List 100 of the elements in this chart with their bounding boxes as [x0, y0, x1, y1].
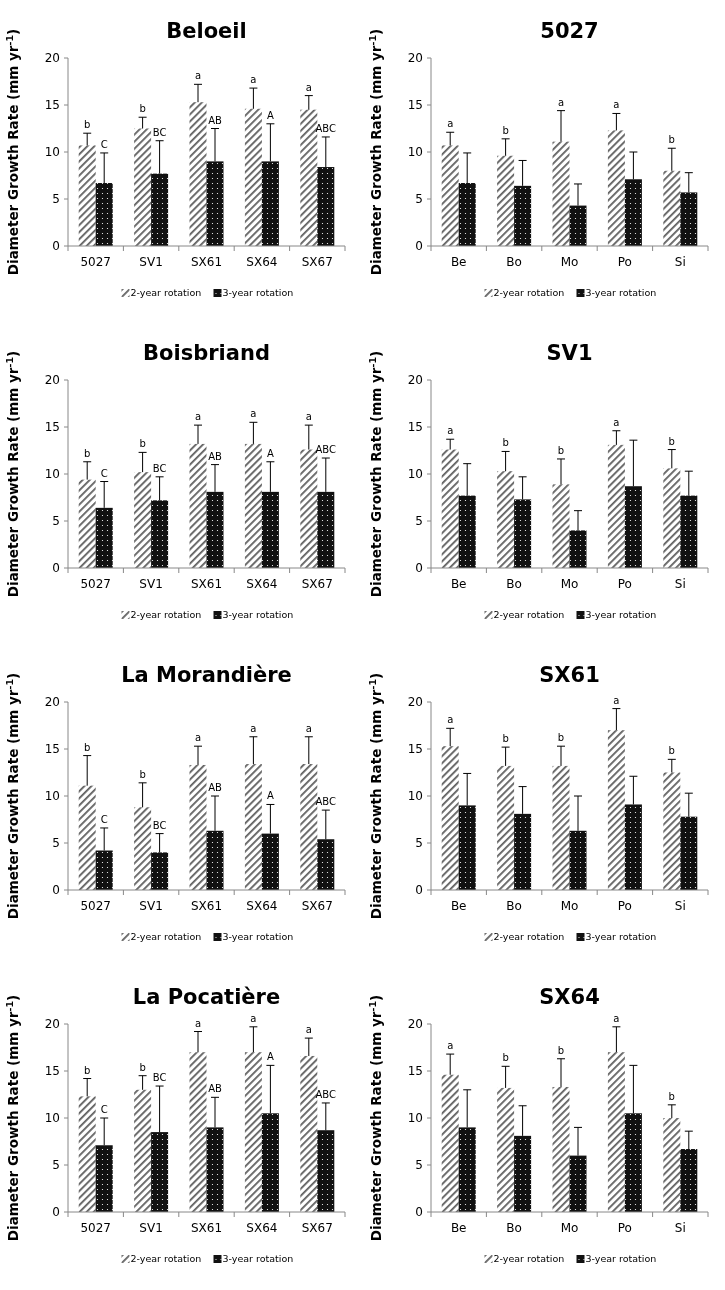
x-tick-label: 5027	[80, 255, 111, 269]
y-tick-label: 20	[407, 51, 423, 66]
x-tick-label: SX67	[301, 255, 333, 269]
x-tick-label: Si	[674, 899, 686, 913]
bar	[624, 1113, 642, 1212]
y-tick-label: 20	[407, 1017, 423, 1032]
annotation: b	[502, 1052, 509, 1064]
legend-label: 3-year rotation	[222, 287, 294, 298]
bar	[189, 443, 207, 568]
annotation: A	[266, 1051, 274, 1063]
bar	[95, 183, 113, 246]
legend-label: 2-year rotation	[130, 287, 202, 298]
y-tick-label: 10	[44, 467, 60, 482]
annotation: a	[305, 81, 312, 93]
annotation: a	[557, 96, 565, 108]
bar	[552, 1086, 570, 1212]
chart-title: Beloeil	[166, 19, 247, 43]
annotation: C	[100, 813, 108, 825]
annotation: BC	[152, 819, 167, 831]
annotation: a	[250, 1012, 257, 1024]
bar	[189, 1052, 207, 1212]
chart-title: 5027	[540, 19, 599, 43]
x-tick-label: Mo	[560, 255, 579, 269]
y-tick-label: 0	[52, 1205, 60, 1220]
bar	[552, 141, 570, 246]
annotation: b	[139, 438, 146, 450]
x-tick-label: SX61	[190, 255, 223, 269]
bar	[663, 468, 681, 568]
bar	[151, 1132, 169, 1212]
y-tick-label: 0	[415, 1205, 423, 1220]
bar	[244, 764, 262, 890]
y-tick-label: 5	[415, 1158, 423, 1173]
bar	[514, 185, 532, 246]
y-tick-label: 0	[52, 239, 60, 254]
bar	[497, 471, 515, 568]
annotation: ABC	[315, 444, 337, 456]
annotation: b	[557, 1044, 565, 1056]
y-tick-label: 20	[407, 695, 423, 710]
y-tick-label: 15	[44, 420, 60, 435]
bar	[189, 764, 207, 890]
annotation: C	[100, 467, 108, 479]
annotation: A	[266, 447, 274, 459]
annotation: b	[668, 1090, 675, 1102]
annotation: b	[502, 437, 509, 449]
legend-label: 2-year rotation	[493, 609, 565, 620]
bar	[244, 443, 262, 568]
x-tick-label: Bo	[506, 899, 522, 913]
bar	[607, 444, 625, 568]
x-tick-label: Mo	[560, 577, 579, 591]
annotation: ABC	[315, 122, 337, 134]
annotation: b	[502, 733, 509, 745]
chart-title: SX61	[539, 663, 600, 687]
legend-label: 2-year rotation	[493, 1253, 565, 1264]
bar	[95, 507, 113, 568]
annotation: b	[84, 119, 91, 131]
annotation: b	[84, 741, 91, 753]
bar	[441, 449, 459, 568]
bar	[624, 804, 642, 890]
bar	[317, 491, 335, 568]
annotation: a	[447, 118, 454, 130]
bar	[607, 730, 625, 890]
y-tick-label: 10	[407, 1111, 423, 1126]
bar	[458, 805, 476, 890]
bar	[569, 205, 587, 246]
bar	[514, 813, 532, 890]
annotation: ABC	[315, 796, 337, 808]
annotation: a	[250, 74, 257, 86]
bar	[607, 1052, 625, 1212]
annotation: a	[305, 722, 312, 734]
bar	[78, 785, 96, 890]
annotation: b	[84, 1064, 91, 1076]
bar	[552, 484, 570, 568]
x-tick-label: SX67	[301, 899, 333, 913]
x-tick-label: Mo	[560, 1221, 579, 1235]
annotation: a	[250, 722, 257, 734]
bar	[317, 167, 335, 246]
y-tick-label: 5	[415, 836, 423, 851]
annotation: A	[266, 109, 274, 121]
annotation: AB	[208, 450, 222, 462]
x-tick-label: Si	[674, 255, 686, 269]
bar	[624, 486, 642, 568]
x-tick-label: Bo	[506, 1221, 522, 1235]
annotation: AB	[208, 114, 222, 126]
annotation: b	[139, 768, 146, 780]
bar	[663, 772, 681, 890]
bar	[206, 830, 224, 890]
y-tick-label: 15	[44, 742, 60, 757]
annotation: a	[305, 411, 312, 423]
bar	[497, 765, 515, 890]
bar	[78, 1096, 96, 1212]
bar	[151, 500, 169, 568]
bar	[680, 192, 698, 246]
annotation: a	[447, 714, 454, 726]
annotation: AB	[208, 782, 222, 793]
annotation: b	[502, 124, 509, 136]
bar	[317, 839, 335, 890]
x-tick-label: Po	[617, 1221, 632, 1235]
x-tick-label: 5027	[80, 899, 111, 913]
y-tick-label: 5	[415, 192, 423, 207]
x-tick-label: SX67	[301, 577, 333, 591]
